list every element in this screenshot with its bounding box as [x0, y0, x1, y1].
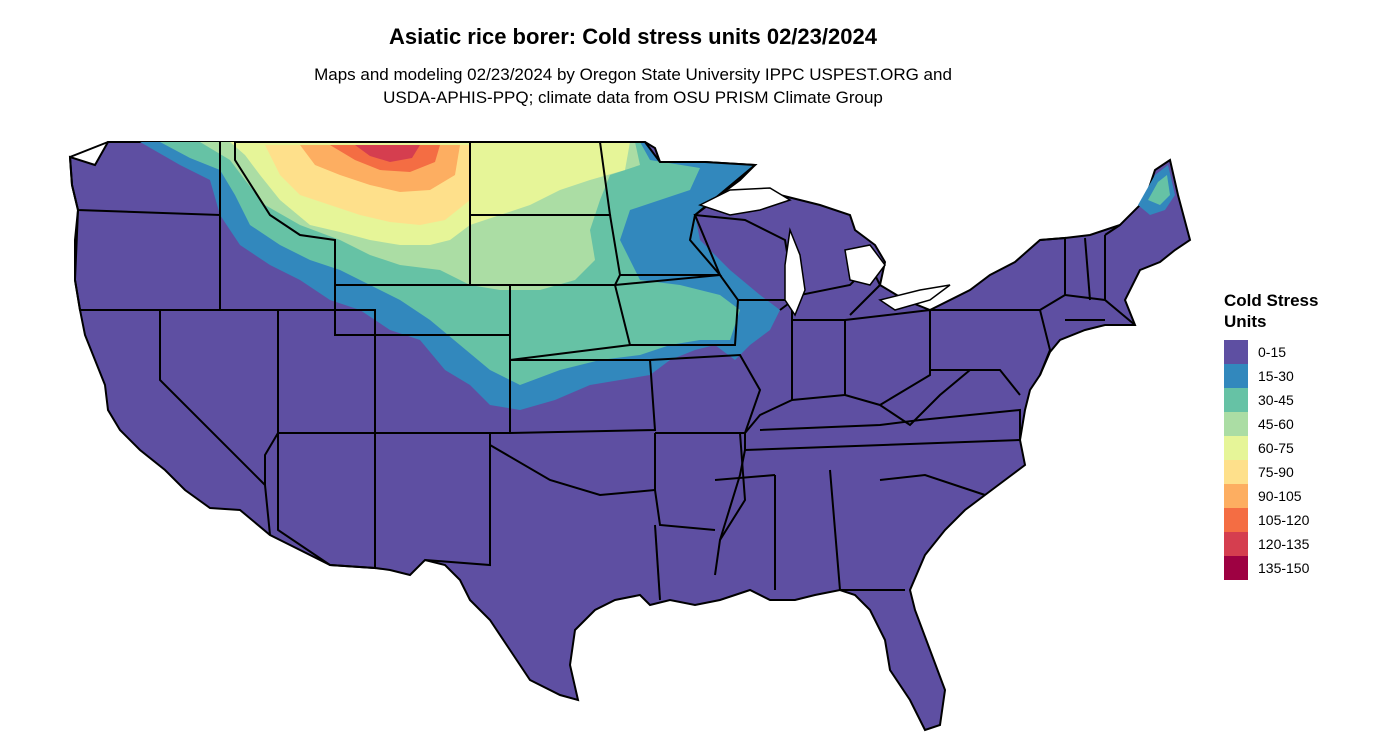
legend-label: 60-75 — [1258, 440, 1294, 456]
legend-title: Cold Stress Units — [1224, 291, 1319, 331]
legend-swatch — [1224, 340, 1248, 364]
legend-swatch — [1224, 532, 1248, 556]
legend-label: 90-105 — [1258, 488, 1302, 504]
legend-label: 0-15 — [1258, 344, 1287, 360]
legend-item: 0-15 — [1224, 340, 1318, 364]
map-subtitle: Maps and modeling 02/23/2024 by Oregon S… — [0, 63, 1266, 109]
legend-swatch — [1224, 484, 1248, 508]
map-title: Asiatic rice borer: Cold stress units 02… — [389, 24, 877, 49]
legend-item: 120-135 — [1224, 532, 1318, 556]
legend-item: 60-75 — [1224, 436, 1318, 460]
zone-maine-30-45 — [1148, 175, 1170, 205]
subtitle-line-1: Maps and modeling 02/23/2024 by Oregon S… — [314, 65, 952, 84]
legend-label: 45-60 — [1258, 416, 1294, 432]
legend-swatch — [1224, 556, 1248, 580]
legend-swatch — [1224, 388, 1248, 412]
legend-item: 105-120 — [1224, 508, 1318, 532]
great-lakes — [698, 187, 951, 317]
legend-swatch — [1224, 436, 1248, 460]
legend-label: 30-45 — [1258, 392, 1294, 408]
legend-item: 135-150 — [1224, 556, 1318, 580]
legend-swatch — [1224, 412, 1248, 436]
zone-120-135 — [355, 145, 420, 162]
legend-label: 120-135 — [1258, 536, 1310, 552]
legend-label: 105-120 — [1258, 512, 1310, 528]
legend-items: 0-15 15-30 30-45 45-60 60-75 75-90 90-10… — [1224, 340, 1318, 580]
legend-label: 75-90 — [1258, 464, 1294, 480]
legend-item: 30-45 — [1224, 388, 1318, 412]
legend-item: 75-90 — [1224, 460, 1318, 484]
legend-label: 15-30 — [1258, 368, 1294, 384]
legend-swatch — [1224, 508, 1248, 532]
legend-label: 135-150 — [1258, 560, 1310, 576]
legend-swatch — [1224, 460, 1248, 484]
state-borders — [68, 141, 1136, 601]
subtitle-line-2: USDA-APHIS-PPQ; climate data from OSU PR… — [383, 88, 883, 107]
legend: Cold Stress Units 0-15 15-30 30-45 45-60… — [1224, 290, 1318, 580]
legend-swatch — [1224, 364, 1248, 388]
legend-item: 45-60 — [1224, 412, 1318, 436]
legend-item: 90-105 — [1224, 484, 1318, 508]
legend-item: 15-30 — [1224, 364, 1318, 388]
